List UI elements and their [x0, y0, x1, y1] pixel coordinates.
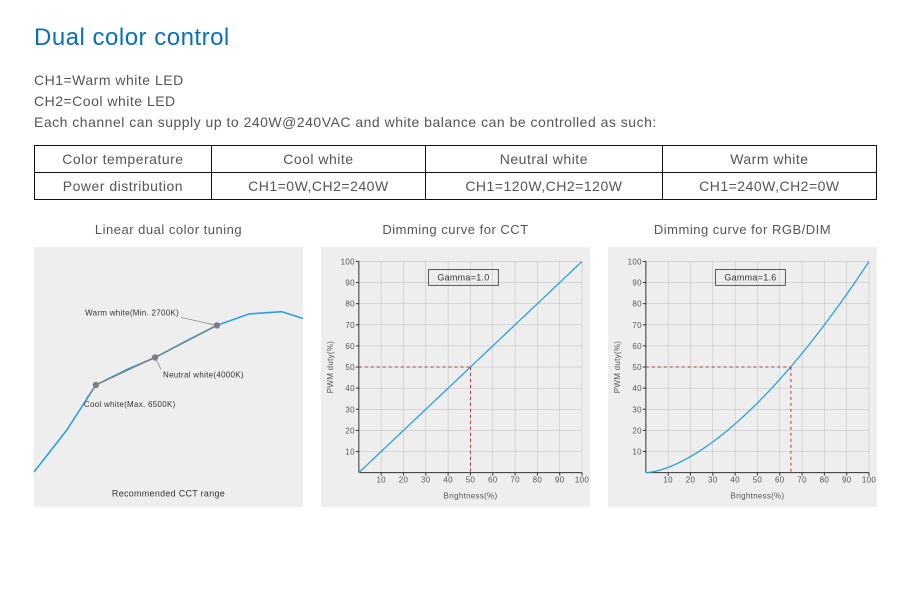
svg-text:20: 20 — [345, 426, 355, 435]
intro-block: CH1=Warm white LED CH2=Cool white LED Ea… — [34, 70, 877, 133]
chart-cct-title: Dimming curve for CCT — [321, 222, 590, 237]
svg-text:Gamma=1.0: Gamma=1.0 — [437, 272, 489, 282]
svg-text:60: 60 — [488, 476, 498, 485]
chart-rgb-panel: 10 10 20 20 30 30 40 40 50 50 60 60 70 70 80 80 90 90 100 1… — [608, 247, 877, 507]
svg-text:100: 100 — [575, 476, 589, 485]
th-neutral: Neutral white — [426, 146, 663, 173]
svg-text:30: 30 — [345, 405, 355, 414]
svg-text:90: 90 — [842, 476, 852, 485]
td-cool: CH1=0W,CH2=240W — [211, 173, 425, 200]
svg-text:Brightness(%): Brightness(%) — [443, 492, 497, 501]
svg-text:30: 30 — [421, 476, 431, 485]
svg-text:100: 100 — [862, 476, 876, 485]
svg-text:10: 10 — [376, 476, 386, 485]
th-cool: Cool white — [211, 146, 425, 173]
svg-text:100: 100 — [341, 257, 355, 266]
svg-text:40: 40 — [443, 476, 453, 485]
th-warm: Warm white — [662, 146, 876, 173]
table-row: Color temperature Cool white Neutral whi… — [35, 146, 877, 173]
td-warm: CH1=240W,CH2=0W — [662, 173, 876, 200]
svg-text:PWM duty(%): PWM duty(%) — [326, 341, 335, 393]
chart-rgb-title: Dimming curve for RGB/DIM — [608, 222, 877, 237]
svg-text:Recommended CCT range: Recommended CCT range — [112, 489, 225, 499]
svg-text:50: 50 — [466, 476, 476, 485]
chart-rgb-svg: 10 10 20 20 30 30 40 40 50 50 60 60 70 70 80 80 90 90 100 1… — [608, 247, 877, 507]
th-colortemp: Color temperature — [35, 146, 212, 173]
svg-text:Gamma=1.6: Gamma=1.6 — [724, 272, 776, 282]
svg-text:40: 40 — [730, 476, 740, 485]
svg-text:90: 90 — [345, 279, 355, 288]
svg-text:80: 80 — [345, 300, 355, 309]
svg-text:Warm white(Min. 2700K): Warm white(Min. 2700K) — [85, 308, 179, 317]
td-neutral: CH1=120W,CH2=120W — [426, 173, 663, 200]
power-distribution-table: Color temperature Cool white Neutral whi… — [34, 145, 877, 200]
svg-text:PWM duty(%): PWM duty(%) — [613, 341, 622, 393]
svg-text:50: 50 — [345, 363, 355, 372]
svg-text:100: 100 — [628, 257, 642, 266]
chart-linear: Linear dual color tuning Cool white(Max.… — [34, 222, 303, 507]
svg-text:70: 70 — [510, 476, 520, 485]
svg-text:40: 40 — [345, 384, 355, 393]
svg-text:70: 70 — [345, 321, 355, 330]
chart-cct-panel: 10 10 20 20 30 30 40 40 50 50 60 60 70 70 80 80 90 90 100 1… — [321, 247, 590, 507]
intro-line1: CH1=Warm white LED — [34, 70, 877, 91]
chart-linear-svg: Cool white(Max. 6500K) Neutral white(4000… — [34, 247, 303, 507]
svg-text:20: 20 — [399, 476, 409, 485]
svg-text:30: 30 — [632, 405, 642, 414]
svg-text:10: 10 — [632, 448, 642, 457]
svg-text:80: 80 — [632, 300, 642, 309]
svg-text:60: 60 — [345, 342, 355, 351]
svg-text:60: 60 — [632, 342, 642, 351]
svg-text:Neutral white(4000K): Neutral white(4000K) — [163, 370, 244, 379]
svg-text:90: 90 — [632, 279, 642, 288]
td-rowlabel: Power distribution — [35, 173, 212, 200]
chart-cct: Dimming curve for CCT 10 10 20 20 30 30 40 40 50… — [321, 222, 590, 507]
chart-cct-svg: 10 10 20 20 30 30 40 40 50 50 60 60 70 70 80 80 90 90 100 1… — [321, 247, 590, 507]
svg-text:40: 40 — [632, 384, 642, 393]
svg-text:20: 20 — [686, 476, 696, 485]
svg-text:90: 90 — [555, 476, 565, 485]
intro-line2: CH2=Cool white LED — [34, 91, 877, 112]
chart-linear-title: Linear dual color tuning — [34, 222, 303, 237]
svg-text:Cool white(Max. 6500K): Cool white(Max. 6500K) — [84, 400, 176, 409]
svg-text:10: 10 — [345, 448, 355, 457]
chart-linear-panel: Cool white(Max. 6500K) Neutral white(4000… — [34, 247, 303, 507]
charts-row: Linear dual color tuning Cool white(Max.… — [34, 222, 877, 507]
svg-text:60: 60 — [775, 476, 785, 485]
page-title: Dual color control — [34, 24, 877, 52]
svg-text:50: 50 — [632, 363, 642, 372]
svg-text:30: 30 — [708, 476, 718, 485]
chart-rgb: Dimming curve for RGB/DIM 10 10 20 20 30 30 40… — [608, 222, 877, 507]
table-row: Power distribution CH1=0W,CH2=240W CH1=1… — [35, 173, 877, 200]
svg-text:70: 70 — [632, 321, 642, 330]
svg-text:70: 70 — [797, 476, 807, 485]
svg-text:20: 20 — [632, 426, 642, 435]
svg-text:50: 50 — [753, 476, 763, 485]
svg-text:10: 10 — [663, 476, 673, 485]
svg-text:Brightness(%): Brightness(%) — [730, 492, 784, 501]
svg-text:80: 80 — [820, 476, 830, 485]
svg-text:80: 80 — [533, 476, 543, 485]
intro-line3: Each channel can supply up to 240W@240VA… — [34, 112, 877, 133]
